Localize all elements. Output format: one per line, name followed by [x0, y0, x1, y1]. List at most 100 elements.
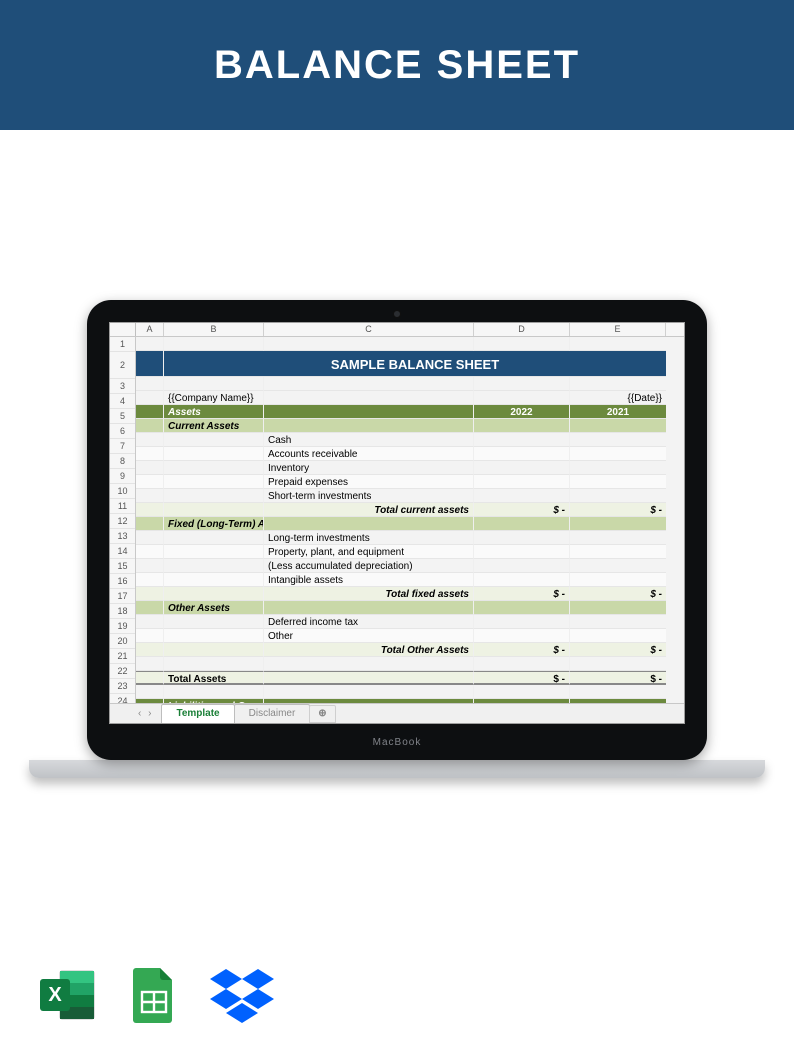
cell[interactable]	[164, 503, 264, 517]
cell[interactable]	[474, 545, 570, 559]
cell[interactable]: Total Other Assets	[264, 643, 474, 657]
row-number[interactable]: 24	[110, 694, 135, 702]
row-number[interactable]: 9	[110, 469, 135, 484]
cell[interactable]	[570, 461, 666, 475]
cell[interactable]	[570, 337, 666, 351]
table-row[interactable]	[136, 685, 684, 699]
col-E[interactable]: E	[570, 323, 666, 336]
table-row[interactable]: Assets20222021	[136, 405, 684, 419]
table-row[interactable]: Total Other Assets$ -$ -	[136, 643, 684, 657]
table-row[interactable]: Total Assets$ -$ -	[136, 671, 684, 685]
cell[interactable]: $ -	[474, 587, 570, 601]
cell[interactable]: $ -	[570, 587, 666, 601]
cell[interactable]: Intangible assets	[264, 573, 474, 587]
cell[interactable]	[570, 573, 666, 587]
cell[interactable]	[136, 615, 164, 629]
cell[interactable]	[474, 685, 570, 699]
cell[interactable]	[164, 475, 264, 489]
cell[interactable]	[164, 657, 264, 671]
row-number[interactable]: 10	[110, 484, 135, 499]
table-row[interactable]: Current Assets	[136, 419, 684, 433]
cell[interactable]	[136, 337, 164, 351]
cell[interactable]: Cash	[264, 433, 474, 447]
table-row[interactable]: Total current assets$ -$ -	[136, 503, 684, 517]
row-number[interactable]: 21	[110, 649, 135, 664]
cell[interactable]	[474, 559, 570, 573]
cell[interactable]	[136, 447, 164, 461]
cell[interactable]	[570, 447, 666, 461]
row-number[interactable]: 13	[110, 529, 135, 544]
cell[interactable]	[164, 573, 264, 587]
cell[interactable]	[136, 517, 164, 531]
table-row[interactable]: Deferred income tax	[136, 615, 684, 629]
cell[interactable]	[264, 601, 474, 615]
cell[interactable]	[136, 685, 164, 699]
cell[interactable]: Assets	[164, 405, 264, 419]
cell[interactable]	[164, 377, 264, 391]
sheet-tab-add[interactable]: ⊕	[309, 705, 335, 724]
column-ruler[interactable]: A B C D E	[110, 323, 684, 337]
cell[interactable]	[136, 545, 164, 559]
table-row[interactable]: {{Company Name}} {{Date}}	[136, 391, 684, 405]
cell[interactable]: Deferred income tax	[264, 615, 474, 629]
cell[interactable]: Prepaid expenses	[264, 475, 474, 489]
cell[interactable]	[474, 489, 570, 503]
cell[interactable]	[136, 377, 164, 391]
cell[interactable]: $ -	[474, 671, 570, 685]
cell[interactable]: $ -	[570, 671, 666, 685]
cell[interactable]	[136, 405, 164, 419]
cell[interactable]	[474, 615, 570, 629]
cell[interactable]	[570, 657, 666, 671]
cell[interactable]	[264, 671, 474, 685]
cell[interactable]	[136, 629, 164, 643]
cell[interactable]	[264, 405, 474, 419]
cell[interactable]	[474, 573, 570, 587]
cell[interactable]	[474, 475, 570, 489]
cell[interactable]	[570, 685, 666, 699]
cell[interactable]: {{Date}}	[570, 391, 666, 405]
col-D[interactable]: D	[474, 323, 570, 336]
cell[interactable]	[570, 433, 666, 447]
cell[interactable]	[570, 615, 666, 629]
cell[interactable]	[136, 531, 164, 545]
table-row[interactable]: Property, plant, and equipment	[136, 545, 684, 559]
row-number[interactable]: 4	[110, 394, 135, 409]
cell[interactable]	[570, 475, 666, 489]
row-number[interactable]: 2	[110, 352, 135, 379]
cell[interactable]	[136, 573, 164, 587]
cell[interactable]	[264, 657, 474, 671]
cell[interactable]	[136, 601, 164, 615]
cell[interactable]: Property, plant, and equipment	[264, 545, 474, 559]
row-number[interactable]: 23	[110, 679, 135, 694]
cell[interactable]	[570, 377, 666, 391]
cell[interactable]	[474, 629, 570, 643]
cell[interactable]	[474, 433, 570, 447]
excel-icon[interactable]: X	[38, 967, 98, 1023]
cell[interactable]	[164, 559, 264, 573]
table-row[interactable]: Prepaid expenses	[136, 475, 684, 489]
cell[interactable]	[136, 433, 164, 447]
col-C[interactable]: C	[264, 323, 474, 336]
cell[interactable]	[570, 545, 666, 559]
cell[interactable]	[474, 531, 570, 545]
cell[interactable]	[264, 517, 474, 531]
cell[interactable]	[474, 419, 570, 433]
row-number[interactable]: 8	[110, 454, 135, 469]
cell[interactable]: $ -	[474, 503, 570, 517]
table-row[interactable]: Cash	[136, 433, 684, 447]
row-number[interactable]: 7	[110, 439, 135, 454]
table-row[interactable]: Inventory	[136, 461, 684, 475]
table-row[interactable]: Fixed (Long-Term) Assets	[136, 517, 684, 531]
cell[interactable]	[164, 489, 264, 503]
cell[interactable]	[136, 559, 164, 573]
row-number[interactable]: 12	[110, 514, 135, 529]
cell[interactable]: SAMPLE BALANCE SHEET	[164, 351, 666, 377]
cell[interactable]	[136, 643, 164, 657]
cell[interactable]: {{Company Name}}	[164, 391, 264, 405]
cell[interactable]: 2022	[474, 405, 570, 419]
cell[interactable]	[570, 419, 666, 433]
row-number[interactable]: 3	[110, 379, 135, 394]
cell[interactable]	[264, 685, 474, 699]
cell[interactable]: $ -	[570, 503, 666, 517]
cell[interactable]: Fixed (Long-Term) Assets	[164, 517, 264, 531]
